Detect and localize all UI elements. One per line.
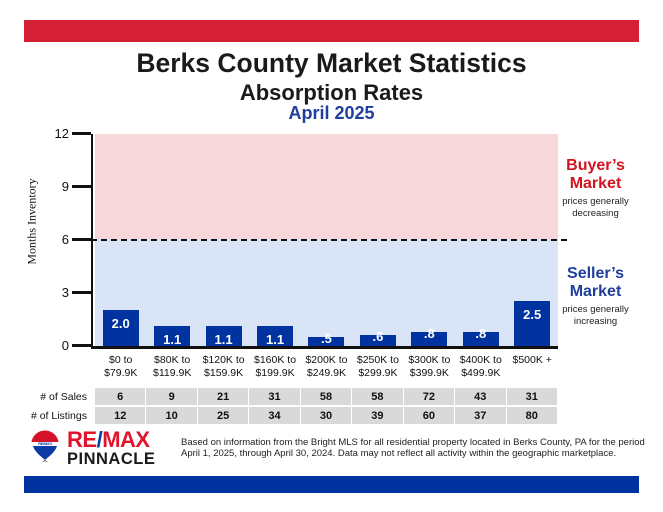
svg-text:RE/MAX: RE/MAX [38, 441, 52, 446]
